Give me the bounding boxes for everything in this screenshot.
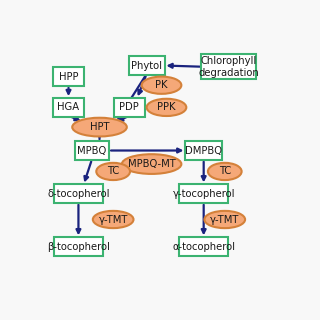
Text: γ-tocopherol: γ-tocopherol [172,188,235,199]
Text: PDP: PDP [119,102,139,112]
Text: γ-TMT: γ-TMT [99,214,128,225]
Text: Chlorophyll
degradation: Chlorophyll degradation [198,56,259,77]
FancyBboxPatch shape [53,67,84,86]
FancyBboxPatch shape [114,98,145,117]
Text: PK: PK [155,80,168,90]
Ellipse shape [93,211,133,228]
FancyBboxPatch shape [179,237,228,256]
Text: TC: TC [107,166,119,176]
Text: HPP: HPP [59,72,78,82]
Ellipse shape [122,154,181,174]
Text: DMPBQ: DMPBQ [185,146,222,156]
Text: δ-tocopherol: δ-tocopherol [47,188,110,199]
FancyBboxPatch shape [129,56,164,75]
Text: MPBQ: MPBQ [77,146,107,156]
Ellipse shape [147,99,186,116]
Text: Phytol: Phytol [131,60,162,70]
FancyBboxPatch shape [201,54,256,79]
Text: HPT: HPT [90,122,109,132]
FancyBboxPatch shape [54,184,103,203]
Text: TC: TC [219,166,231,176]
Text: α-tocopherol: α-tocopherol [172,242,235,252]
FancyBboxPatch shape [75,141,109,160]
FancyBboxPatch shape [185,141,222,160]
Ellipse shape [204,211,245,228]
FancyBboxPatch shape [179,184,228,203]
Ellipse shape [72,118,127,136]
Ellipse shape [142,76,181,94]
Ellipse shape [208,163,242,180]
Text: MPBQ-MT: MPBQ-MT [128,159,175,169]
Text: γ-TMT: γ-TMT [210,214,239,225]
FancyBboxPatch shape [54,237,103,256]
Text: β-tocopherol: β-tocopherol [47,242,110,252]
Ellipse shape [96,163,130,180]
Text: HGA: HGA [58,102,80,112]
FancyBboxPatch shape [53,98,84,117]
Text: PPK: PPK [157,102,176,112]
